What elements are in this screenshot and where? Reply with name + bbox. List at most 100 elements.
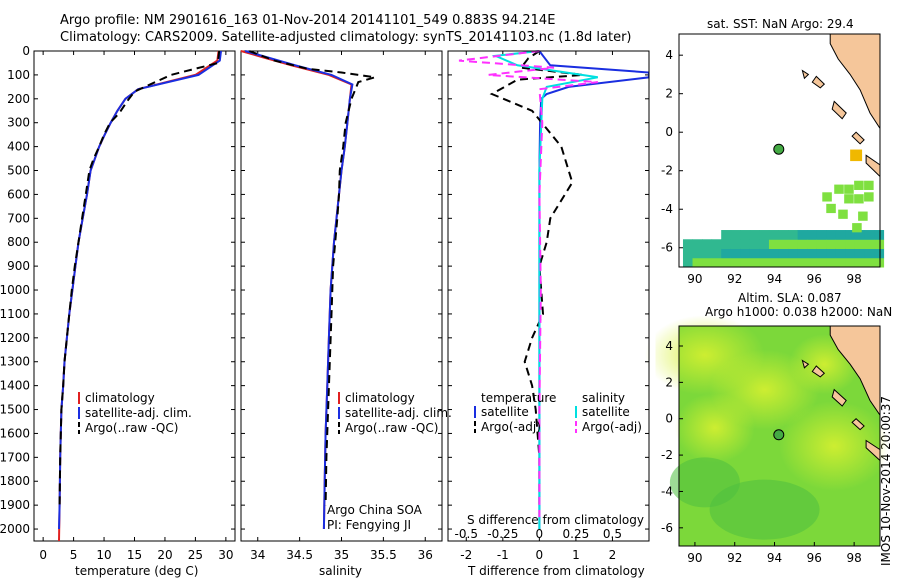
depth-tick-label: 1900 bbox=[0, 498, 30, 512]
sst-cell bbox=[759, 257, 770, 268]
temperature-axes bbox=[33, 50, 236, 542]
sst-cell bbox=[826, 203, 836, 214]
sst-cell bbox=[826, 230, 837, 240]
salinity-series-line bbox=[249, 50, 376, 506]
depth-tick-label: 0 bbox=[22, 44, 30, 58]
difference-series-line bbox=[489, 50, 584, 506]
sst-cell bbox=[788, 230, 799, 240]
sst-map-xtick-label: 98 bbox=[846, 272, 861, 286]
sst-cell bbox=[721, 230, 732, 240]
sst-cell bbox=[852, 223, 862, 233]
sst-cell bbox=[768, 239, 780, 250]
depth-tick-label: 1100 bbox=[0, 307, 30, 321]
salinity-xtick-label: 35 bbox=[334, 548, 349, 562]
temperature-xtick-label: 25 bbox=[188, 548, 203, 562]
island-land bbox=[851, 131, 865, 145]
temperature-series-line bbox=[58, 50, 221, 506]
sst-cell bbox=[874, 230, 885, 240]
salinity-xtick-label: 36 bbox=[418, 548, 433, 562]
sla-map-title: Altim. SLA: 0.087 bbox=[738, 291, 842, 305]
difference-sal-tick-label: -0.5 bbox=[455, 527, 478, 541]
sst-cell bbox=[749, 248, 760, 259]
temperature-legend-label: climatology bbox=[85, 391, 155, 405]
sst-map-ytick-label: -2 bbox=[661, 164, 673, 178]
sst-cell bbox=[778, 248, 789, 259]
island-land bbox=[851, 418, 865, 431]
sst-cell bbox=[768, 257, 780, 268]
sst-cell bbox=[864, 257, 875, 268]
temperature-plot: 0100200300400500600700800900100011001200… bbox=[0, 44, 235, 562]
sst-cell bbox=[874, 248, 885, 259]
sla-map-ytick-label: 2 bbox=[665, 375, 673, 389]
difference-xtick-label: 0 bbox=[536, 548, 544, 562]
sst-cell bbox=[816, 248, 827, 259]
sst-cell bbox=[822, 192, 832, 202]
sst-cell bbox=[826, 248, 837, 259]
sst-cell bbox=[797, 257, 808, 268]
header-title-line2: Climatology: CARS2009. Satellite-adjuste… bbox=[60, 30, 632, 45]
sla-map-frame bbox=[678, 325, 881, 547]
sla-low-patch bbox=[669, 457, 740, 508]
sst-cell bbox=[711, 257, 722, 268]
sst-cell bbox=[797, 230, 808, 240]
sst-cell bbox=[864, 248, 875, 259]
sst-cell bbox=[797, 239, 808, 250]
sst-cell-warm bbox=[850, 149, 863, 162]
sst-cell bbox=[835, 248, 846, 259]
salinity-xtick-label: 34 bbox=[250, 548, 265, 562]
sla-map-xtick-label: 92 bbox=[727, 551, 742, 565]
sst-cell bbox=[874, 239, 885, 250]
depth-tick-label: 1300 bbox=[0, 355, 30, 369]
sst-cell bbox=[864, 180, 874, 190]
sst-cell bbox=[740, 248, 751, 259]
header-title-line1: Argo profile: NM 2901616_163 01-Nov-2014… bbox=[60, 13, 556, 28]
sst-cell bbox=[835, 239, 846, 250]
difference-series-line bbox=[458, 50, 598, 518]
sst-cell bbox=[854, 180, 864, 190]
sst-cell bbox=[730, 248, 741, 259]
salinity-plot: 34 34.5 35 35.5 36 climatologysatellite-adj. … bbox=[240, 50, 452, 562]
sst-cell bbox=[826, 257, 837, 268]
depth-tick-label: 1500 bbox=[0, 403, 30, 417]
sst-cell bbox=[874, 257, 885, 268]
argo-profile-marker bbox=[773, 143, 785, 155]
depth-tick-label: 1000 bbox=[0, 283, 30, 297]
sst-cell bbox=[854, 239, 865, 250]
sst-cell bbox=[778, 257, 789, 268]
sst-cell bbox=[692, 257, 703, 268]
sla-map-ytick-label: -6 bbox=[661, 521, 673, 535]
sla-high-patch bbox=[674, 392, 755, 463]
salinity-series-line bbox=[244, 50, 354, 530]
float-pi-text: PI: Fengying JI bbox=[327, 518, 412, 532]
difference-xtick-label: -2 bbox=[460, 548, 472, 562]
depth-tick-label: 1700 bbox=[0, 450, 30, 464]
temperature-series-line bbox=[58, 50, 220, 542]
temperature-legend-label: satellite-adj. clim. bbox=[85, 406, 192, 420]
difference-temp-legend-label: satellite bbox=[481, 405, 529, 419]
sla-map-subtitle: Argo h1000: 0.038 h2000: NaN bbox=[705, 305, 893, 319]
depth-tick-label: 2000 bbox=[0, 522, 30, 536]
sst-cell bbox=[711, 239, 722, 250]
sst-map-xtick-label: 90 bbox=[687, 272, 702, 286]
island-land bbox=[811, 75, 826, 89]
sla-map-ytick-label: -4 bbox=[661, 484, 673, 498]
sst-cell bbox=[768, 248, 780, 259]
difference-sal-tick-label: -0.25 bbox=[487, 527, 518, 541]
difference-xlabel-top: S difference from climatology bbox=[467, 513, 644, 527]
sst-cell bbox=[721, 239, 732, 250]
sst-map-ytick-label: 2 bbox=[665, 87, 673, 101]
sst-cell bbox=[759, 248, 770, 259]
difference-legend-header: salinity bbox=[582, 391, 625, 405]
difference-legend-header: temperature bbox=[481, 391, 556, 405]
difference-xlabel: T difference from climatology bbox=[468, 564, 645, 578]
sst-cell bbox=[711, 248, 722, 259]
sst-cell bbox=[844, 194, 854, 204]
difference-xtick-label: 2 bbox=[609, 548, 617, 562]
depth-tick-label: 1600 bbox=[0, 426, 30, 440]
depth-tick-label: 300 bbox=[7, 116, 30, 130]
temperature-xtick-label: 0 bbox=[39, 548, 47, 562]
sst-cell bbox=[740, 230, 751, 240]
difference-series-line bbox=[491, 50, 598, 529]
